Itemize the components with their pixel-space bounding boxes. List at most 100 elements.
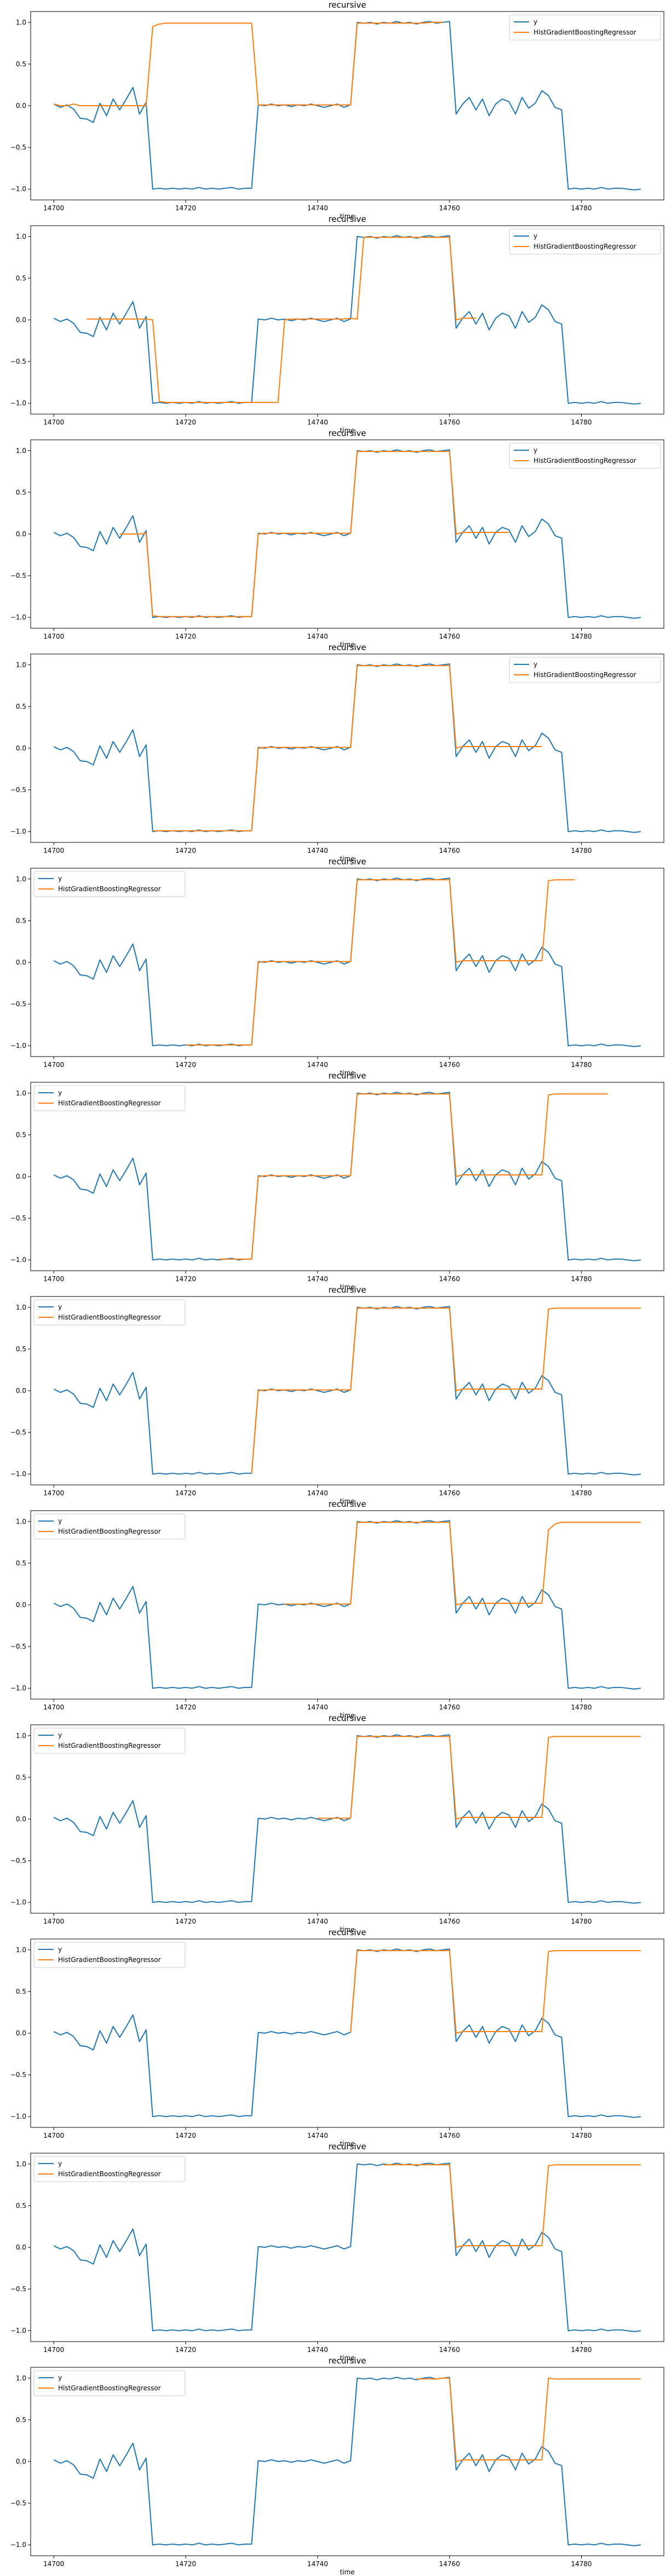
chart-1: recursive 14700 14720 14740 14760 14780 −1.0 −0… xyxy=(10,0,664,220)
y-tick-label: 0.5 xyxy=(16,1131,26,1139)
chart-10: recursive 14700 14720 14740 14760 14780 −1.0 −0… xyxy=(10,1927,664,2148)
x-tick-label: 14720 xyxy=(175,1489,196,1497)
x-tick-label: 14700 xyxy=(43,2346,64,2354)
chart-title: recursive xyxy=(328,2356,366,2366)
y-tick-label: 0.0 xyxy=(16,1387,26,1395)
legend-box xyxy=(33,1299,186,1326)
y-tick-label: 0.5 xyxy=(16,1774,26,1781)
series-line-y xyxy=(53,1520,641,1690)
x-tick-label: 14720 xyxy=(175,1061,196,1069)
chart-title: recursive xyxy=(328,1927,366,1937)
x-tick-label: 14760 xyxy=(439,633,460,640)
legend: y HistGradientBoostingRegressor xyxy=(33,2370,186,2396)
y-tick-label: −1.0 xyxy=(10,2113,26,2120)
legend-label: HistGradientBoostingRegressor xyxy=(534,457,636,464)
series-line-prediction xyxy=(219,1093,608,1260)
x-tick-label: 14780 xyxy=(571,1489,592,1497)
legend-label: HistGradientBoostingRegressor xyxy=(58,1528,161,1535)
y-tick-label: 0.5 xyxy=(16,60,26,68)
legend-label: y xyxy=(58,1089,62,1097)
x-tick-label: 14760 xyxy=(439,2346,460,2354)
x-tick-label: 14700 xyxy=(43,1703,64,1711)
x-tick-label: 14760 xyxy=(439,418,460,426)
series-line-prediction xyxy=(251,1307,641,1473)
y-tick-label: −0.5 xyxy=(10,144,26,151)
x-tick-label: 14780 xyxy=(571,1061,592,1069)
chart-8: recursive 14700 14720 14740 14760 14780 −1.0 −0… xyxy=(10,1499,664,1719)
chart-3: recursive 14700 14720 14740 14760 14780 −1.0 −0… xyxy=(10,428,664,649)
y-tick-label: 0.0 xyxy=(16,102,26,110)
legend-label: HistGradientBoostingRegressor xyxy=(58,1742,161,1749)
x-tick-label: 14720 xyxy=(175,633,196,640)
y-tick-label: −0.5 xyxy=(10,1214,26,1222)
x-tick-label: 14760 xyxy=(439,1918,460,1925)
series-line-y xyxy=(53,2162,641,2332)
y-tick-label: −1.0 xyxy=(10,399,26,407)
legend-label: HistGradientBoostingRegressor xyxy=(58,2170,161,2178)
y-tick-label: 1.0 xyxy=(16,875,26,883)
y-tick-label: −1.0 xyxy=(10,1684,26,1692)
x-tick-label: 14700 xyxy=(43,2560,64,2568)
legend: y HistGradientBoostingRegressor xyxy=(33,1728,186,1754)
x-tick-label: 14760 xyxy=(439,204,460,212)
x-tick-label: 14700 xyxy=(43,418,64,426)
series-line-prediction xyxy=(152,665,542,831)
y-tick-label: −0.5 xyxy=(10,1428,26,1436)
series-line-prediction xyxy=(350,1950,641,2034)
x-tick-label: 14700 xyxy=(43,1918,64,1925)
x-axis-label: time xyxy=(340,641,354,649)
chart-title: recursive xyxy=(328,857,366,867)
chart-title: recursive xyxy=(328,2142,366,2152)
x-tick-label: 14740 xyxy=(307,2346,328,2354)
legend: y HistGradientBoostingRegressor xyxy=(33,2156,186,2182)
legend-label: y xyxy=(58,2160,62,2167)
y-tick-label: 0.5 xyxy=(16,1988,26,1995)
x-tick-label: 14740 xyxy=(307,418,328,426)
chart-title: recursive xyxy=(328,1499,366,1509)
x-tick-label: 14780 xyxy=(571,418,592,426)
chart-7: recursive 14700 14720 14740 14760 14780 −1.0 −0… xyxy=(10,1285,664,1505)
x-tick-label: 14780 xyxy=(571,2346,592,2354)
series-line-y xyxy=(53,21,641,191)
x-tick-label: 14720 xyxy=(175,204,196,212)
chart-6: recursive 14700 14720 14740 14760 14780 −1.0 −0… xyxy=(10,1071,664,1291)
legend-label: HistGradientBoostingRegressor xyxy=(534,671,636,679)
legend: y HistGradientBoostingRegressor xyxy=(33,1085,186,1111)
chart-11: recursive 14700 14720 14740 14760 14780 −1.0 −0… xyxy=(10,2142,664,2362)
x-tick-label: 14700 xyxy=(43,204,64,212)
x-axis-label: time xyxy=(340,1498,354,1505)
x-tick-label: 14700 xyxy=(43,1489,64,1497)
legend-box xyxy=(33,2370,186,2396)
legend-label: HistGradientBoostingRegressor xyxy=(534,243,636,250)
chart-2: recursive 14700 14720 14740 14760 14780 −1.0 −0… xyxy=(10,214,664,434)
chart-title: recursive xyxy=(328,428,366,438)
series-line-y xyxy=(53,2377,641,2546)
chart-title: recursive xyxy=(328,214,366,224)
x-tick-label: 14780 xyxy=(571,633,592,640)
legend-box xyxy=(509,14,661,41)
chart-title: recursive xyxy=(328,642,366,652)
x-tick-label: 14740 xyxy=(307,633,328,640)
series-line-prediction xyxy=(119,451,509,617)
legend: y HistGradientBoostingRegressor xyxy=(33,871,186,897)
y-tick-label: 0.0 xyxy=(16,1601,26,1609)
x-tick-label: 14760 xyxy=(439,1275,460,1283)
chart-5: recursive 14700 14720 14740 14760 14780 −1.0 −0… xyxy=(10,857,664,1077)
chart-title: recursive xyxy=(328,1713,366,1723)
x-tick-label: 14720 xyxy=(175,1275,196,1283)
x-tick-label: 14780 xyxy=(571,204,592,212)
x-axis-label: time xyxy=(340,2568,354,2576)
x-tick-label: 14720 xyxy=(175,2346,196,2354)
series-line-y xyxy=(53,877,641,1047)
y-tick-label: 1.0 xyxy=(16,233,26,240)
x-tick-label: 14720 xyxy=(175,1918,196,1925)
legend-label: y xyxy=(58,1303,62,1311)
x-tick-label: 14780 xyxy=(571,1275,592,1283)
legend-box xyxy=(509,228,661,255)
x-tick-label: 14740 xyxy=(307,2132,328,2139)
x-tick-label: 14740 xyxy=(307,1061,328,1069)
x-axis-label: time xyxy=(340,1712,354,1719)
x-tick-label: 14740 xyxy=(307,1703,328,1711)
legend: y HistGradientBoostingRegressor xyxy=(509,443,661,469)
